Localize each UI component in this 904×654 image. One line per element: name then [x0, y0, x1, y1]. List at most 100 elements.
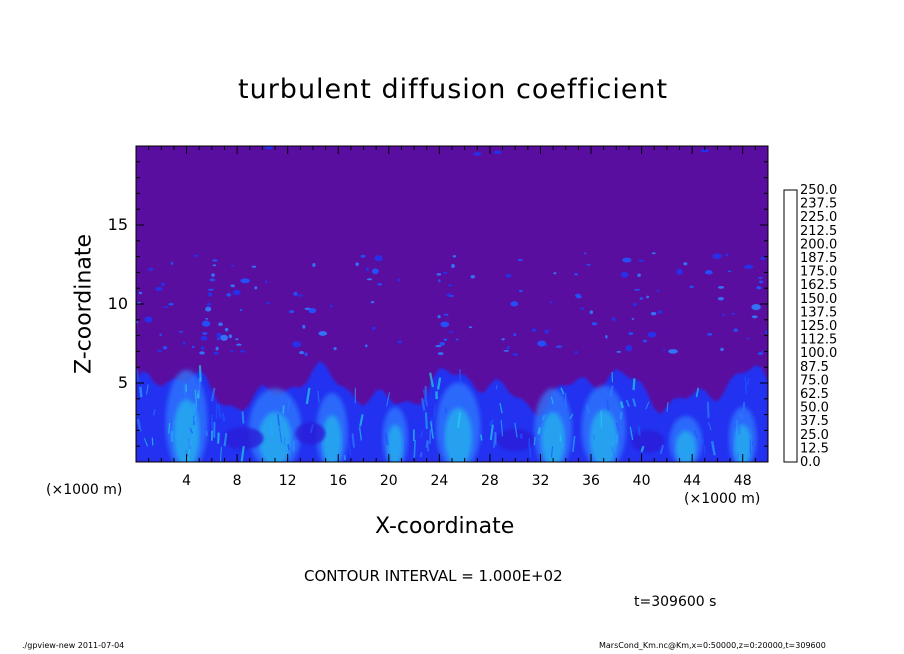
- eddy: [470, 275, 476, 279]
- eddy: [155, 286, 163, 292]
- turbulence-streak: [205, 430, 209, 437]
- eddy: [200, 335, 208, 341]
- eddy: [226, 293, 231, 297]
- eddy: [574, 350, 578, 355]
- colorbar-label: 50.0: [800, 401, 829, 416]
- eddy: [611, 317, 616, 321]
- eddy: [517, 258, 523, 262]
- turbulence-streak: [419, 452, 423, 458]
- turbulence-streak: [744, 376, 748, 394]
- colorbar-label: 62.5: [800, 387, 829, 402]
- colorbar: 0.012.525.037.550.062.575.087.5100.0112.…: [783, 183, 837, 470]
- eddy: [712, 253, 722, 260]
- eddy: [443, 271, 448, 275]
- eddy: [308, 307, 317, 314]
- eddy: [689, 285, 694, 289]
- eddy: [201, 346, 205, 351]
- turbulence-streak: [136, 368, 140, 383]
- x-tick-label: 4: [182, 473, 191, 489]
- eddy: [209, 278, 216, 282]
- eddy: [544, 344, 548, 347]
- eddy: [213, 351, 220, 355]
- turbulence-streak: [751, 440, 755, 447]
- eddy: [230, 264, 235, 267]
- y-tick-label: 10: [108, 294, 128, 313]
- turbulence-streak: [276, 413, 281, 427]
- plume-core: [541, 411, 565, 462]
- eddy: [205, 318, 209, 320]
- eddy: [449, 294, 454, 297]
- eddy: [746, 337, 750, 340]
- eddy: [232, 289, 241, 296]
- turbulence-streak: [533, 436, 536, 446]
- turbulence-streak: [666, 402, 669, 412]
- eddy: [365, 344, 368, 348]
- eddy: [136, 321, 139, 324]
- eddy: [580, 307, 585, 310]
- colorbar-label: 75.0: [800, 373, 829, 388]
- turbulence-streak: [629, 426, 634, 441]
- turbulence-streak: [659, 444, 664, 455]
- eddy: [443, 338, 448, 342]
- colorbar-label: 12.5: [800, 441, 829, 456]
- colorbar-label: 225.0: [800, 210, 837, 225]
- turbulence-streak: [632, 398, 637, 407]
- eddy: [764, 330, 768, 334]
- turbulence-streak: [706, 401, 710, 419]
- eddy: [553, 272, 557, 275]
- eddy: [397, 340, 403, 344]
- eddy: [519, 289, 523, 293]
- eddy: [215, 346, 219, 351]
- x-unit-right: (×1000 m): [684, 491, 761, 507]
- eddy: [137, 301, 141, 304]
- turbulence-streak: [279, 427, 283, 444]
- turbulence-streak: [695, 387, 700, 398]
- eddy: [440, 321, 450, 328]
- low-value-patch: [496, 428, 535, 451]
- turbulence-streak: [619, 411, 623, 420]
- plume-core: [387, 424, 404, 462]
- turbulence-streak: [550, 446, 554, 458]
- eddy: [631, 318, 635, 320]
- eddy: [147, 267, 154, 271]
- eddy: [468, 326, 473, 329]
- turbulence-streak: [223, 432, 228, 447]
- eddy: [207, 288, 214, 291]
- eddy: [757, 352, 764, 355]
- eddy: [647, 331, 657, 338]
- turbulence-streak: [493, 431, 497, 448]
- eddy: [437, 352, 444, 356]
- turbulence-streak: [457, 412, 462, 428]
- eddy: [657, 310, 663, 314]
- eddy: [622, 257, 632, 263]
- eddy: [437, 314, 441, 319]
- eddy: [299, 351, 305, 355]
- turbulence-streak: [640, 445, 645, 453]
- turbulence-streak: [283, 436, 286, 446]
- eddy-top: [264, 146, 273, 150]
- x-tick-label: 48: [734, 473, 752, 489]
- turbulence-streak: [701, 438, 705, 444]
- eddy: [676, 268, 683, 275]
- eddy: [178, 330, 184, 333]
- eddy: [333, 347, 337, 351]
- y-axis-ticks: 5 10 15: [108, 145, 768, 463]
- eddy: [212, 264, 217, 267]
- colorbar-label: 250.0: [800, 183, 837, 198]
- low-value-patch: [631, 430, 665, 453]
- eddy: [589, 310, 594, 314]
- eddy: [744, 264, 754, 270]
- eddy: [683, 262, 688, 266]
- eddy: [230, 284, 235, 288]
- eddy: [625, 345, 633, 352]
- colorbar-label: 200.0: [800, 237, 837, 252]
- turbulence-streak: [489, 424, 494, 441]
- eddy: [605, 335, 608, 339]
- eddy: [555, 345, 563, 348]
- eddy: [628, 332, 634, 335]
- eddy: [182, 341, 186, 346]
- colorbar-label: 0.0: [800, 455, 821, 470]
- eddy: [642, 339, 647, 343]
- plume-core: [675, 430, 697, 462]
